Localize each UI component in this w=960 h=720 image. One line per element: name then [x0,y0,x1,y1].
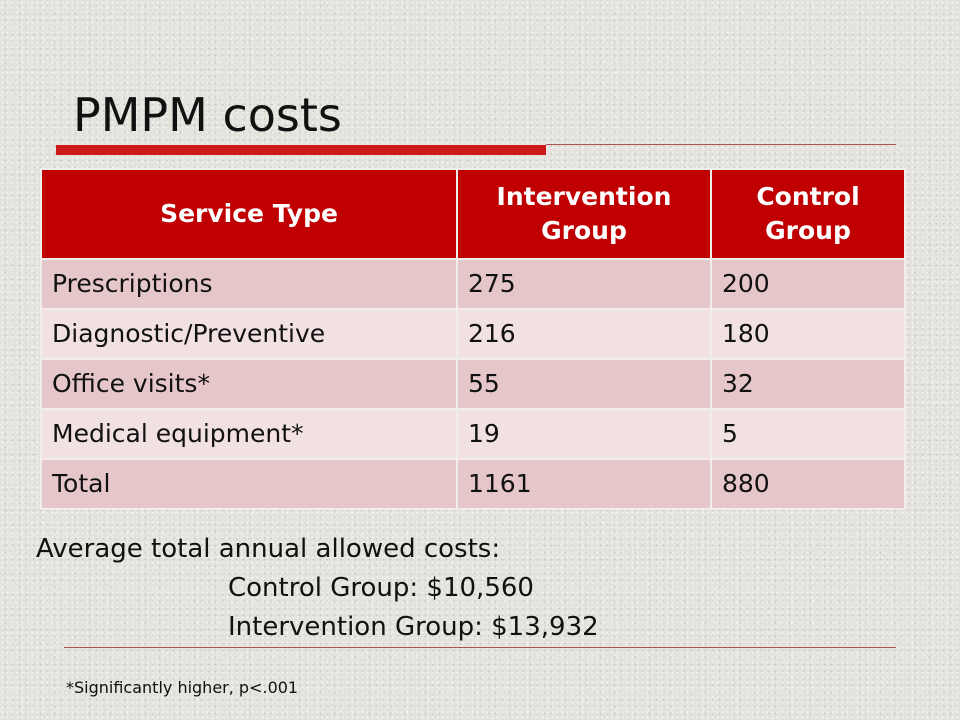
row-control-value: 5 [710,408,906,460]
header-control-line1: Control [756,182,860,212]
table-row: Medical equipment* 19 5 [40,408,906,460]
row-intervention-value: 1161 [456,458,712,510]
summary-control-line: Control Group: $10,560 [228,573,534,603]
pmpm-costs-table: Service Type Intervention Group Control … [40,168,906,510]
footer-divider-line [64,647,896,648]
row-service-type: Office visits* [40,358,458,410]
slide-title: PMPM costs [73,88,342,142]
row-service-type: Total [40,458,458,510]
row-service-type: Diagnostic/Preventive [40,308,458,360]
row-intervention-value: 216 [456,308,712,360]
row-intervention-value: 19 [456,408,712,460]
table-row: Diagnostic/Preventive 216 180 [40,308,906,360]
row-service-type: Medical equipment* [40,408,458,460]
title-accent-bar [56,145,546,155]
header-service-type-text: Service Type [160,199,338,229]
header-intervention-group: Intervention Group [456,168,712,260]
row-control-value: 200 [710,258,906,310]
summary-heading: Average total annual allowed costs: [36,534,501,564]
row-intervention-value: 275 [456,258,712,310]
table-header-row: Service Type Intervention Group Control … [40,168,906,260]
row-intervention-value: 55 [456,358,712,410]
summary-intervention-line: Intervention Group: $13,932 [228,612,599,642]
row-control-value: 180 [710,308,906,360]
header-control-group: Control Group [710,168,906,260]
row-service-type: Prescriptions [40,258,458,310]
significance-footnote: *Significantly higher, p<.001 [66,678,299,697]
row-control-value: 32 [710,358,906,410]
table-row-total: Total 1161 880 [40,458,906,510]
table-row: Prescriptions 275 200 [40,258,906,310]
header-intervention-line2: Group [541,216,627,245]
annual-cost-summary: Average total annual allowed costs: Cont… [36,530,599,647]
header-service-type: Service Type [40,168,458,260]
table-row: Office visits* 55 32 [40,358,906,410]
row-control-value: 880 [710,458,906,510]
title-divider-line [546,144,896,145]
header-intervention-line1: Intervention [496,182,672,212]
header-control-line2: Group [765,216,851,245]
